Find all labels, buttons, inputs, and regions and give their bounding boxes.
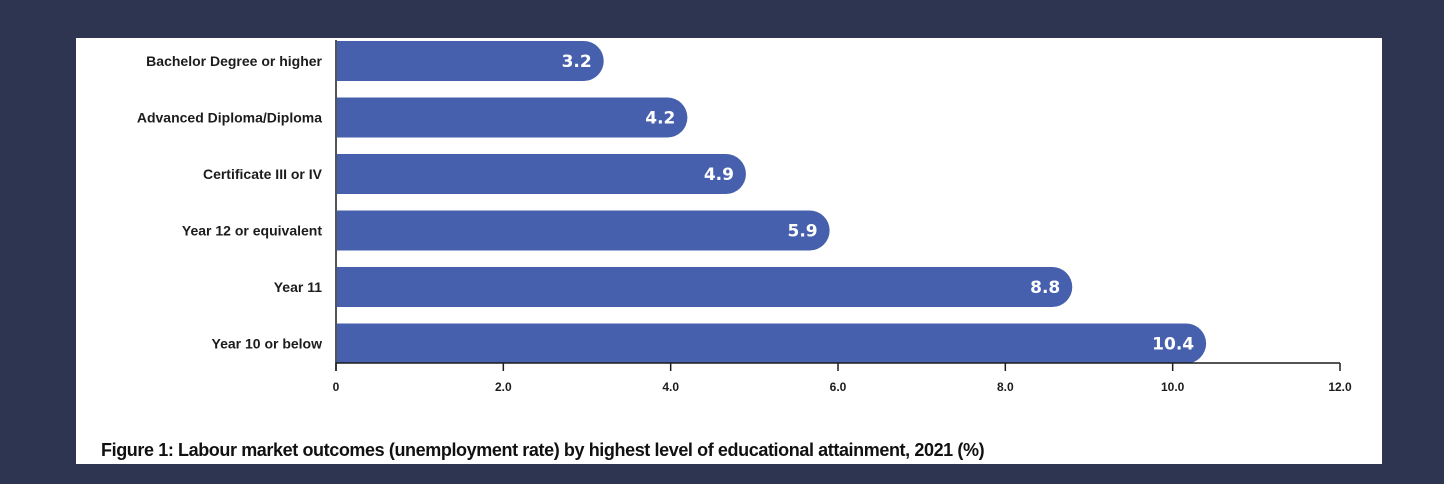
bar-value-label: 8.8 xyxy=(1030,278,1060,298)
bar xyxy=(337,323,1207,364)
category-label: Certificate III or IV xyxy=(203,166,323,182)
x-tick-label: 12.0 xyxy=(1328,380,1352,394)
chart-panel xyxy=(76,38,1382,464)
category-label: Year 10 or below xyxy=(212,336,323,352)
bar xyxy=(337,154,746,194)
category-label: Bachelor Degree or higher xyxy=(146,53,322,69)
bar xyxy=(337,267,1073,307)
x-tick-label: 8.0 xyxy=(997,380,1014,394)
bar-value-label: 4.9 xyxy=(704,165,734,185)
x-tick-label: 10.0 xyxy=(1161,380,1185,394)
x-tick-label: 4.0 xyxy=(662,380,679,394)
bar-value-label: 5.9 xyxy=(788,222,818,242)
bar-value-label: 10.4 xyxy=(1152,335,1194,355)
bar-value-label: 4.2 xyxy=(645,109,675,129)
category-label: Year 11 xyxy=(274,279,322,295)
category-label: Advanced Diploma/Diploma xyxy=(137,110,322,126)
x-tick-label: 2.0 xyxy=(495,380,512,394)
x-tick-label: 6.0 xyxy=(830,380,847,394)
x-tick-label: 0 xyxy=(333,380,340,394)
bar xyxy=(337,97,688,138)
bar xyxy=(337,41,604,81)
bar-value-label: 3.2 xyxy=(562,52,592,72)
bar xyxy=(337,210,830,251)
category-label: Year 12 or equivalent xyxy=(182,223,322,239)
chart-title: Figure 1: Labour market outcomes (unempl… xyxy=(101,440,985,460)
